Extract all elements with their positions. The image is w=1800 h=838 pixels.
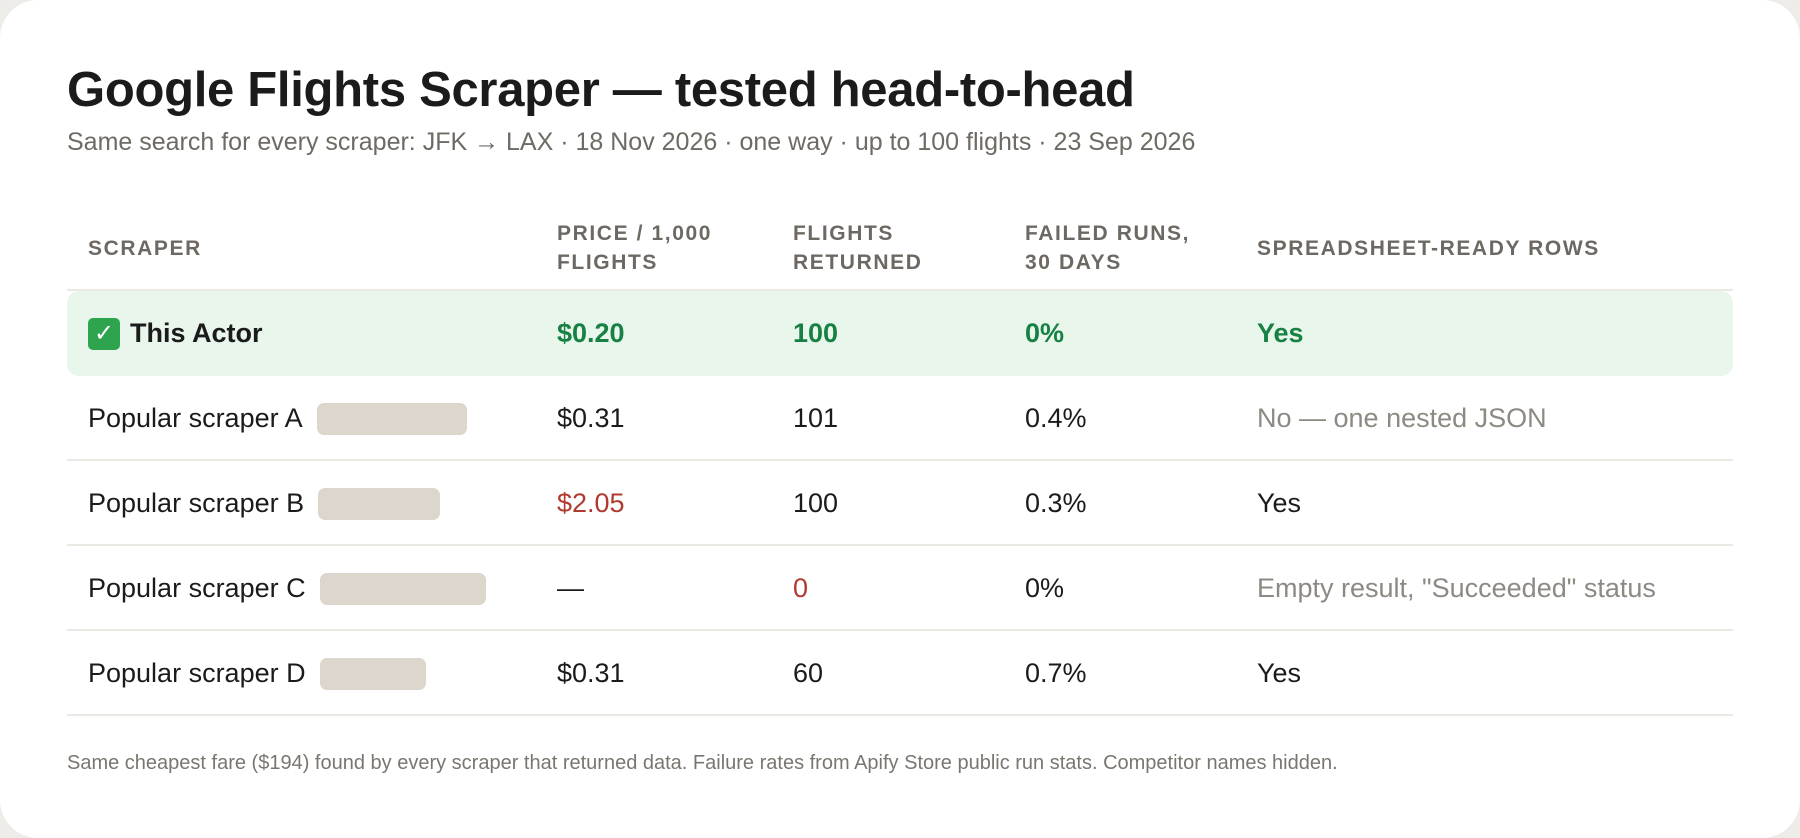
table-row: Popular scraper A $0.31 101 0.4% No — on…: [67, 376, 1733, 461]
scraper-name: Popular scraper D: [88, 658, 306, 688]
scraper-name: Popular scraper A: [88, 403, 303, 433]
column-header-price: PRICE / 1,000 FLIGHTS: [557, 222, 713, 274]
flights-cell: 100: [793, 488, 839, 518]
failed-runs-cell: 0.4%: [1025, 403, 1087, 433]
column-header-spreadsheet-ready: SPREADSHEET-READY ROWS: [1257, 236, 1600, 260]
column-header-flights: FLIGHTS RETURNED: [793, 222, 923, 274]
redacted-name-bar: [316, 402, 467, 435]
column-header-failed-runs: FAILED RUNS, 30 DAYS: [1025, 222, 1191, 274]
spreadsheet-ready-cell: Empty result, "Succeeded" status: [1257, 573, 1656, 603]
flights-cell: 101: [793, 403, 839, 433]
failed-runs-cell: 0%: [1025, 318, 1065, 348]
flights-cell: 60: [793, 658, 824, 688]
column-header-scraper: SCRAPER: [88, 236, 202, 260]
price-cell: $0.31: [557, 658, 625, 688]
footnote: Same cheapest fare ($194) found by every…: [67, 752, 1338, 774]
spreadsheet-ready-cell: Yes: [1257, 658, 1302, 688]
check-mark-icon: ✓: [88, 317, 120, 350]
failed-runs-cell: 0%: [1025, 573, 1065, 603]
spreadsheet-ready-cell: Yes: [1257, 318, 1304, 348]
table-row: Popular scraper C — 0 0% Empty result, "…: [67, 546, 1733, 631]
scraper-name-cell: Popular scraper A: [88, 376, 467, 461]
flights-cell: 0: [793, 573, 809, 603]
scraper-name-cell: Popular scraper C: [88, 546, 486, 631]
spreadsheet-ready-cell: No — one nested JSON: [1257, 403, 1547, 433]
scraper-name-cell: Popular scraper B: [88, 461, 441, 546]
comparison-table: SCRAPER PRICE / 1,000 FLIGHTS FLIGHTS RETU…: [67, 205, 1733, 716]
table-row: Popular scraper D $0.31 60 0.7% Yes: [67, 631, 1733, 716]
table-header: SCRAPER PRICE / 1,000 FLIGHTS FLIGHTS RETU…: [67, 205, 1733, 291]
failed-runs-cell: 0.7%: [1025, 658, 1087, 688]
price-cell: $0.20: [557, 318, 625, 348]
scraper-name: Popular scraper B: [88, 488, 305, 518]
flights-cell: 100: [793, 318, 839, 348]
failed-runs-cell: 0.3%: [1025, 488, 1087, 518]
page-subtitle: Same search for every scraper: JFK → LAX…: [67, 128, 1196, 156]
scraper-name: This Actor: [130, 318, 263, 348]
redacted-name-bar: [319, 657, 426, 690]
table-row: Popular scraper B $2.05 100 0.3% Yes: [67, 461, 1733, 546]
scraper-name-cell: ✓ This Actor: [88, 291, 263, 376]
spreadsheet-ready-cell: Yes: [1257, 488, 1302, 518]
redacted-name-bar: [318, 487, 441, 520]
table-row-this-actor: ✓ This Actor $0.20 100 0% Yes: [67, 291, 1733, 376]
price-cell: —: [557, 573, 584, 603]
scraper-name: Popular scraper C: [88, 573, 306, 603]
page-title: Google Flights Scraper — tested head-to-…: [67, 63, 1135, 117]
scraper-name-cell: Popular scraper D: [88, 631, 426, 716]
price-cell: $0.31: [557, 403, 625, 433]
redacted-name-bar: [319, 572, 486, 605]
price-cell: $2.05: [557, 488, 625, 518]
